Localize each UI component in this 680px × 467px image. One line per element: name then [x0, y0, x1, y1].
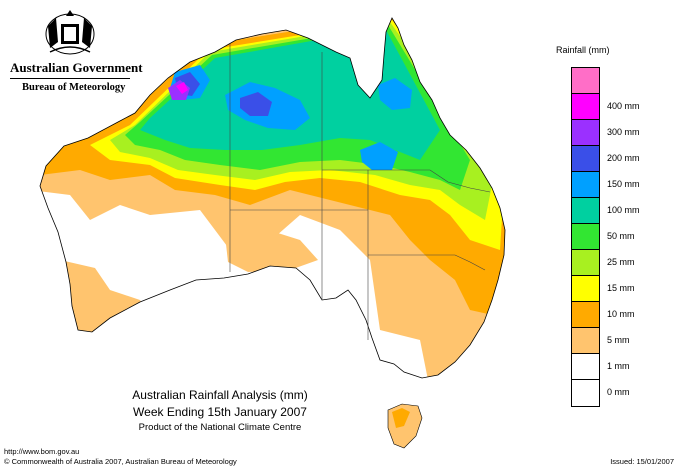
- map-title: Australian Rainfall Analysis (mm): [132, 388, 308, 402]
- legend-swatch: [572, 328, 599, 354]
- legend-label: 200 mm: [607, 153, 640, 163]
- legend-swatch: [572, 68, 599, 94]
- map-credit: Product of the National Climate Centre: [138, 422, 302, 433]
- legend-label: 100 mm: [607, 205, 640, 215]
- website-link[interactable]: http://www.bom.gov.au: [4, 447, 80, 456]
- band-100mm-c: [360, 142, 398, 170]
- legend-label: 50 mm: [607, 231, 635, 241]
- band-100mm-b: [378, 78, 412, 110]
- legend-swatch: [572, 198, 599, 224]
- legend-swatch: [572, 172, 599, 198]
- legend-swatch: [572, 120, 599, 146]
- legend-swatch: [572, 146, 599, 172]
- legend-swatch: [572, 354, 599, 380]
- legend-swatch: [572, 302, 599, 328]
- legend-label: 5 mm: [607, 335, 630, 345]
- map-subtitle: Week Ending 15th January 2007: [133, 405, 307, 419]
- issued-date: Issued: 15/01/2007: [610, 457, 674, 466]
- tasmania-5mm: [392, 408, 410, 428]
- legend: [571, 67, 600, 407]
- legend-label: 15 mm: [607, 283, 635, 293]
- legend-label: 1 mm: [607, 361, 630, 371]
- legend-swatch: [572, 94, 599, 120]
- band-1mm-central: [225, 228, 318, 272]
- legend-swatch: [572, 380, 599, 406]
- band-150mm-a: [240, 92, 272, 116]
- legend-title: Rainfall (mm): [556, 45, 610, 55]
- bureau-name: Bureau of Meteorology: [22, 82, 126, 93]
- legend-swatch: [572, 276, 599, 302]
- legend-label: 150 mm: [607, 179, 640, 189]
- band-300mm: [176, 82, 188, 94]
- legend-label: 10 mm: [607, 309, 635, 319]
- legend-label: 25 mm: [607, 257, 635, 267]
- state-borders: [229, 44, 491, 340]
- legend-swatch: [572, 250, 599, 276]
- coastline: [39, 17, 506, 379]
- copyright-notice: © Commonwealth of Australia 2007, Austra…: [4, 457, 237, 466]
- legend-label: 400 mm: [607, 101, 640, 111]
- legend-label: 300 mm: [607, 127, 640, 137]
- legend-swatch: [572, 224, 599, 250]
- coat-of-arms-logo: [45, 10, 95, 55]
- government-name: Australian Government: [10, 60, 143, 75]
- header-divider: [10, 78, 130, 79]
- legend-label: 0 mm: [607, 387, 630, 397]
